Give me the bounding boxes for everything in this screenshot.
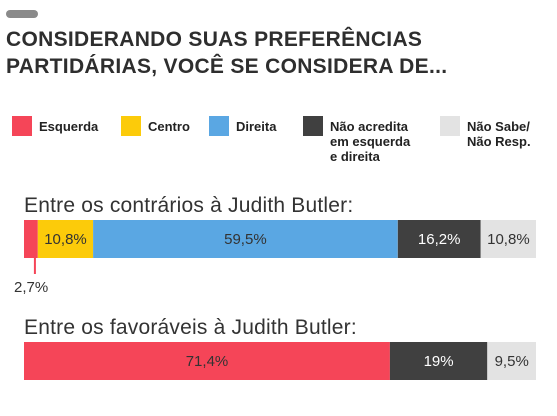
group-label-contrarios: Entre os contrários à Judith Butler: [24,194,354,217]
legend-item-direita: Direita [209,116,276,136]
bar-segment-r0-s0 [24,220,38,258]
legend-item-esquerda: Esquerda [12,116,98,136]
legend-item-nao-sabe: Não Sabe/ Não Resp. [440,116,531,149]
legend-item-nao-acredita: Não acredita em esquerda e direita [303,116,410,164]
legend-label-direita: Direita [236,119,277,134]
legend-label-centro: Centro [148,119,190,134]
legend-label-nao-acredita: Não acredita em esquerda e direita [330,119,411,164]
title-line-1: CONSIDERANDO SUAS PREFERÊNCIAS [6,28,423,51]
bar-label-r0-s3: 16,2% [418,231,461,248]
bar-label-r0-s4: 10,8% [487,231,530,248]
legend-item-centro: Centro [121,116,190,136]
bar-segment-r0-s4 [480,220,536,258]
legend-swatch-esquerda [12,116,32,136]
bar-label-r0-s2: 59,5% [224,231,267,248]
bar-segment-r1-s0 [24,342,390,380]
legend-swatch-nao-sabe [440,116,460,136]
bar-segment-r0-s3 [397,220,481,258]
title-line-2: PARTIDÁRIAS, VOCÊ SE CONSIDERA DE... [6,55,448,78]
legend-swatch-direita [209,116,229,136]
legend-swatch-nao-acredita [303,116,323,136]
bar-segment-r1-s4 [487,342,536,380]
bar-segment-r1-s3 [389,342,488,380]
legend-label-nao-sabe: Não Sabe/ Não Resp. [467,119,531,149]
legend: Esquerda Centro Direita Não acredita em … [0,116,557,176]
bar-label-r1-s3: 19% [424,353,454,370]
header-bar [6,10,38,18]
legend-swatch-centro [121,116,141,136]
chart-title: CONSIDERANDO SUAS PREFERÊNCIAS PARTIDÁRI… [6,26,546,80]
bar-label-r1-s4: 9,5% [495,353,529,370]
bar-segment-r0-s2 [93,220,398,258]
bar-label-r0-s0: 2,7% [14,279,48,296]
group-label-favoraveis: Entre os favoráveis à Judith Butler: [24,316,357,339]
bar-segment-r0-s1 [37,220,94,258]
bar-label-r1-s0: 71,4% [186,353,229,370]
bar-label-r0-s1: 10,8% [44,231,87,248]
legend-label-esquerda: Esquerda [39,119,99,134]
